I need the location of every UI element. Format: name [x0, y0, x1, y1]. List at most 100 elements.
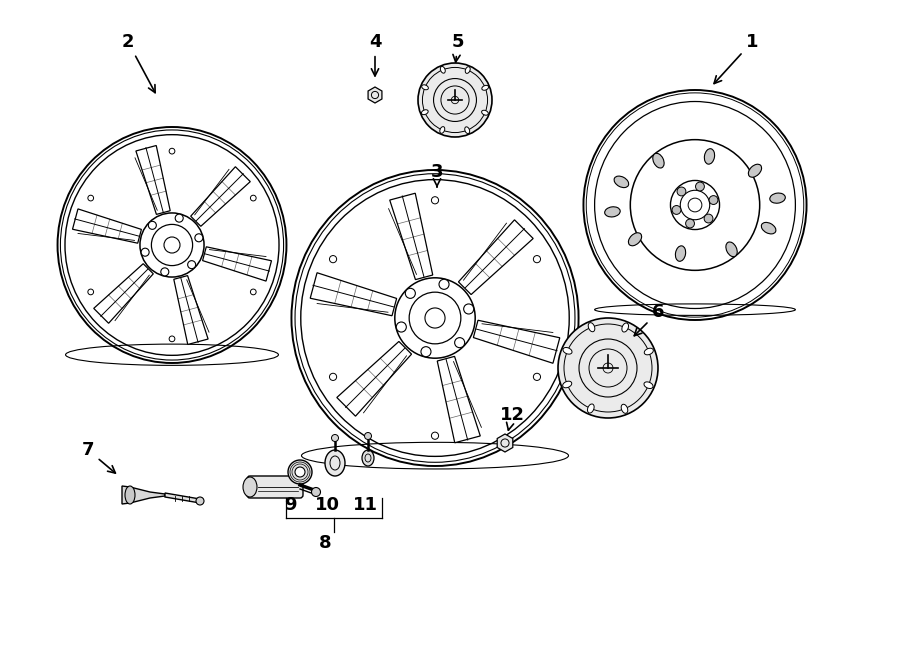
Ellipse shape: [482, 85, 489, 91]
Ellipse shape: [586, 93, 804, 317]
Ellipse shape: [465, 67, 470, 73]
Text: 4: 4: [369, 33, 382, 76]
Ellipse shape: [628, 233, 642, 246]
Circle shape: [589, 349, 627, 387]
Ellipse shape: [644, 348, 653, 355]
Circle shape: [454, 338, 464, 348]
Circle shape: [439, 280, 449, 290]
Text: 6: 6: [634, 303, 664, 336]
Polygon shape: [368, 87, 382, 103]
Polygon shape: [310, 273, 397, 316]
Polygon shape: [437, 356, 481, 443]
Text: 11: 11: [353, 496, 377, 514]
Text: 3: 3: [431, 163, 443, 187]
Polygon shape: [165, 493, 200, 503]
Ellipse shape: [125, 486, 135, 504]
Ellipse shape: [60, 130, 284, 360]
Ellipse shape: [464, 127, 470, 134]
Circle shape: [176, 214, 184, 222]
Circle shape: [395, 278, 475, 358]
Circle shape: [670, 180, 719, 229]
Circle shape: [329, 256, 337, 262]
Ellipse shape: [196, 497, 204, 505]
Text: 12: 12: [500, 406, 525, 430]
Circle shape: [579, 339, 637, 397]
Circle shape: [709, 196, 718, 204]
Ellipse shape: [652, 153, 664, 168]
Circle shape: [151, 224, 193, 266]
Circle shape: [329, 373, 337, 381]
Circle shape: [431, 432, 438, 440]
Polygon shape: [174, 276, 208, 344]
Ellipse shape: [325, 450, 345, 476]
Circle shape: [422, 67, 488, 133]
Ellipse shape: [770, 193, 786, 203]
Ellipse shape: [588, 404, 594, 413]
Polygon shape: [337, 342, 411, 416]
Ellipse shape: [749, 164, 761, 177]
Circle shape: [680, 190, 710, 219]
Ellipse shape: [292, 170, 579, 466]
Circle shape: [534, 256, 541, 262]
Circle shape: [688, 198, 702, 212]
Polygon shape: [122, 486, 165, 504]
Ellipse shape: [311, 488, 320, 496]
Ellipse shape: [595, 102, 796, 309]
Circle shape: [250, 289, 256, 295]
Text: 10: 10: [314, 496, 339, 514]
Ellipse shape: [301, 180, 569, 456]
Text: 1: 1: [714, 33, 758, 83]
Polygon shape: [136, 145, 170, 214]
Circle shape: [410, 292, 461, 344]
Circle shape: [441, 86, 469, 114]
Circle shape: [564, 324, 652, 412]
Polygon shape: [497, 434, 513, 452]
Ellipse shape: [644, 382, 653, 389]
Ellipse shape: [614, 176, 629, 188]
Ellipse shape: [440, 127, 445, 134]
Ellipse shape: [440, 67, 445, 73]
Circle shape: [195, 234, 203, 242]
Circle shape: [704, 214, 713, 223]
Text: 9: 9: [284, 496, 296, 514]
Ellipse shape: [621, 405, 628, 413]
Circle shape: [88, 195, 94, 201]
Circle shape: [677, 187, 686, 196]
Ellipse shape: [563, 348, 572, 354]
FancyBboxPatch shape: [247, 476, 303, 498]
Ellipse shape: [331, 434, 338, 442]
Circle shape: [140, 213, 204, 277]
Circle shape: [431, 197, 438, 204]
Circle shape: [434, 79, 476, 122]
Ellipse shape: [58, 127, 286, 363]
Polygon shape: [94, 264, 153, 323]
Text: 5: 5: [452, 33, 464, 62]
Polygon shape: [191, 167, 250, 226]
Ellipse shape: [482, 110, 489, 115]
Circle shape: [164, 237, 180, 253]
Circle shape: [464, 304, 473, 314]
Circle shape: [141, 248, 149, 256]
Circle shape: [148, 221, 157, 229]
Circle shape: [288, 460, 312, 484]
Circle shape: [686, 219, 695, 228]
Circle shape: [418, 63, 492, 137]
Ellipse shape: [422, 85, 428, 90]
Ellipse shape: [675, 246, 686, 261]
Text: 2: 2: [122, 33, 155, 93]
Polygon shape: [458, 220, 533, 295]
Circle shape: [295, 467, 305, 477]
Circle shape: [169, 336, 175, 342]
Circle shape: [405, 288, 416, 298]
Circle shape: [396, 322, 406, 332]
Ellipse shape: [362, 450, 374, 466]
Circle shape: [696, 182, 705, 191]
Ellipse shape: [421, 110, 428, 114]
Polygon shape: [473, 320, 560, 364]
Circle shape: [250, 195, 256, 201]
Ellipse shape: [589, 323, 595, 332]
Circle shape: [88, 289, 94, 295]
Ellipse shape: [295, 174, 575, 462]
Ellipse shape: [605, 207, 620, 217]
Circle shape: [534, 373, 541, 381]
